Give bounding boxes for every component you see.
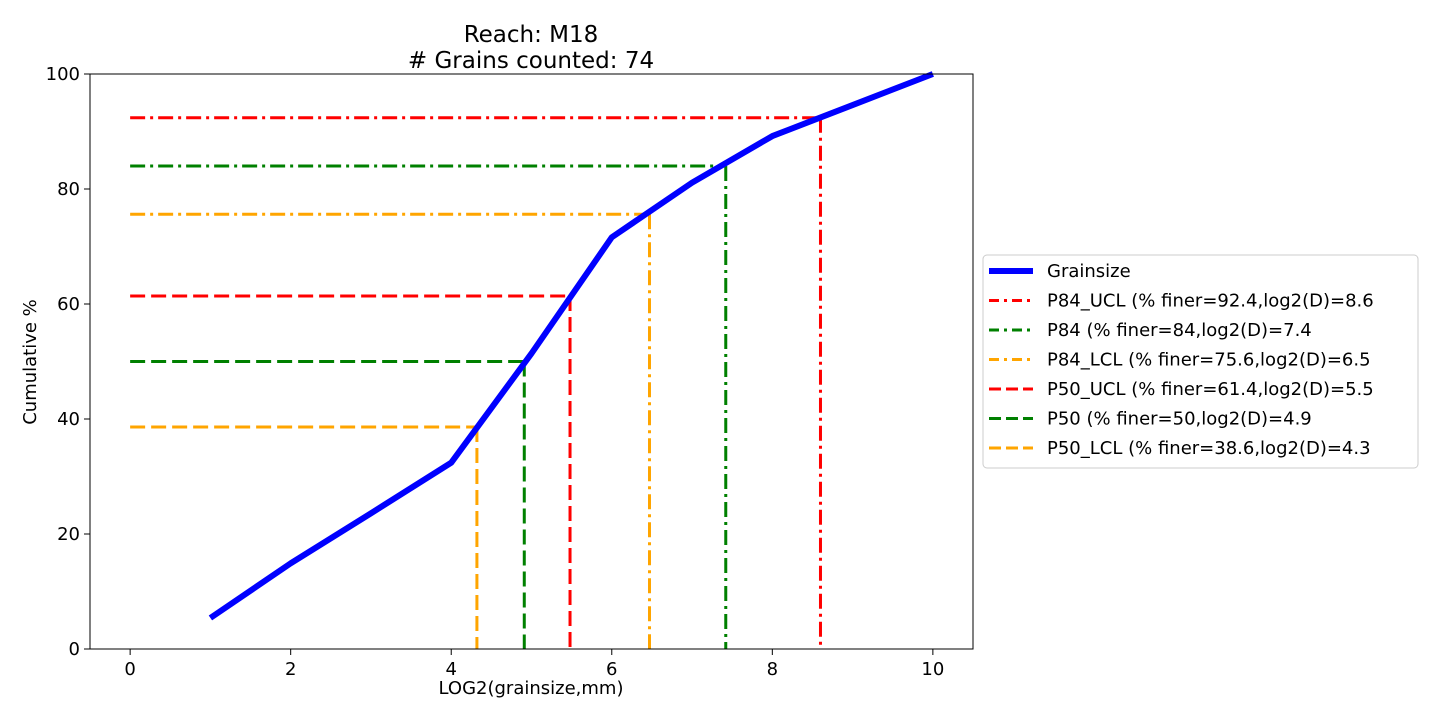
x-tick-label: 10 — [921, 659, 944, 680]
legend: Grainsize P84_UCL (% finer=92.4,log2(D)=8… — [982, 254, 1419, 469]
x-tick-label: 0 — [124, 659, 135, 680]
legend-label-1: P84_UCL (% finer=92.4,log2(D)=8.6 — [1047, 291, 1374, 312]
x-tick-label: 6 — [606, 659, 617, 680]
legend-label-6: P50_LCL (% finer=38.6,log2(D)=4.3 — [1047, 438, 1371, 459]
legend-label-4: P50_UCL (% finer=61.4,log2(D)=5.5 — [1047, 379, 1374, 400]
x-tick-label: 2 — [285, 659, 296, 680]
y-tick-label: 60 — [57, 294, 80, 315]
plot-area — [130, 71, 934, 649]
chart-title: Reach: M18 — [464, 22, 599, 48]
x-tick-label: 4 — [446, 659, 457, 680]
legend-label-0: Grainsize — [1047, 261, 1131, 282]
series-line-0 — [208, 71, 934, 621]
y-tick-label: 100 — [46, 64, 80, 85]
y-axis-label: Cumulative % — [20, 299, 41, 425]
y-tick-label: 80 — [57, 179, 80, 200]
x-tick-label: 8 — [767, 659, 778, 680]
y-tick-label: 0 — [69, 639, 80, 660]
legend-label-2: P84 (% finer=84,log2(D)=7.4 — [1047, 320, 1312, 341]
y-tick-label: 20 — [57, 524, 80, 545]
plot-frame — [89, 73, 974, 650]
y-tick-label: 40 — [57, 409, 80, 430]
legend-frame — [982, 254, 1419, 469]
legend-label-5: P50 (% finer=50,log2(D)=4.9 — [1047, 409, 1312, 430]
x-axis-label: LOG2(grainsize,mm) — [439, 678, 624, 699]
legend-label-3: P84_LCL (% finer=75.6,log2(D)=6.5 — [1047, 350, 1371, 371]
chart-subtitle: # Grains counted: 74 — [408, 48, 654, 74]
